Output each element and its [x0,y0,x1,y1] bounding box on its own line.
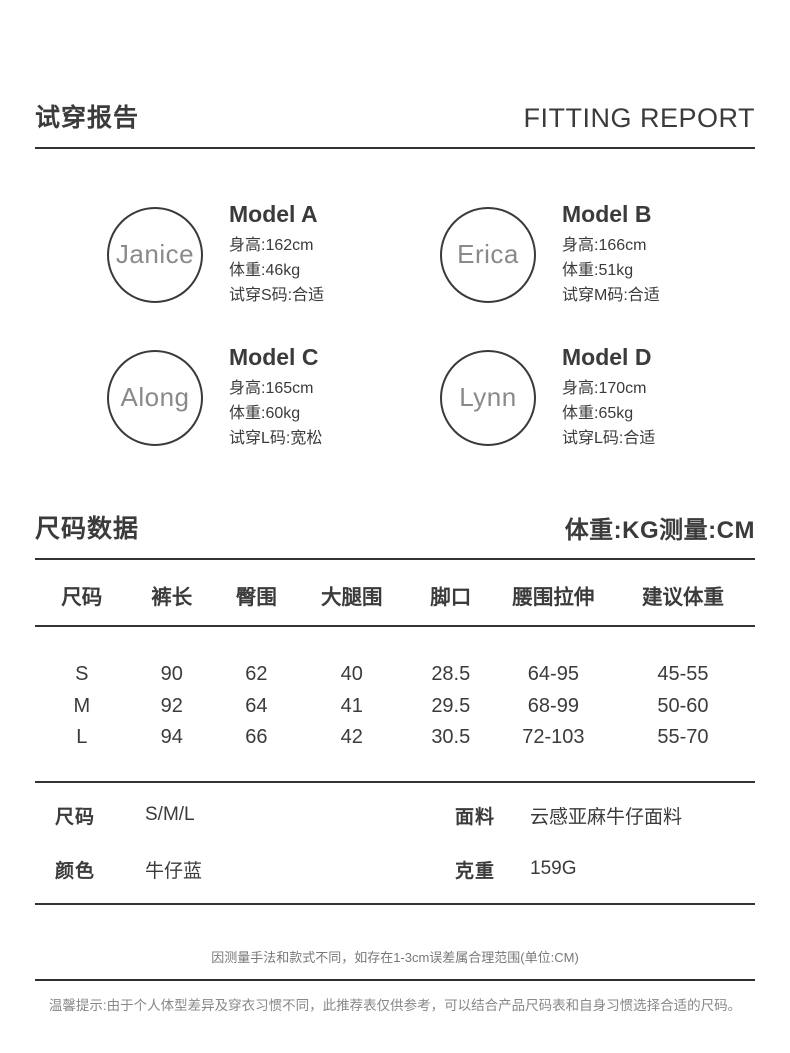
size-table-cell: 90 [160,663,183,685]
info-label-fabric: 面料 [455,806,496,828]
info-label-weight: 克重 [455,860,496,882]
info-value-weight: 159G [530,858,577,879]
model-card-a: Janice Model A 身高:162cm 体重:46kg 试穿S码:合适 [107,201,440,308]
info-label-color: 颜色 [55,860,96,882]
size-data-header: 尺码数据 体重:KG测量:CM [35,509,755,560]
size-table-cell: 64-95 [527,663,579,685]
model-title: Model C [229,344,319,370]
size-table-cell: 64 [245,694,268,717]
size-table-header-cell: 裤长 [151,586,193,609]
model-info: Model D 身高:170cm 体重:65kg 试穿L码:合适 [562,344,655,451]
report-title-en: FITTING REPORT [523,103,755,133]
size-table-header-cell: 大腿围 [321,586,383,609]
model-height: 身高:166cm [562,237,647,254]
model-card-c: Along Model C 身高:165cm 体重:60kg 试穿L码:宽松 [107,344,440,451]
size-table-cell: 41 [340,694,363,717]
model-height: 身高:170cm [562,380,647,397]
model-weight: 体重:51kg [562,262,634,279]
models-grid: Janice Model A 身高:162cm 体重:46kg 试穿S码:合适 … [107,201,755,451]
model-fit-result: 试穿S码:合适 [229,287,325,304]
size-table-cell: M [73,694,91,717]
model-info: Model A 身高:162cm 体重:46kg 试穿S码:合适 [229,201,324,308]
size-table-header-cell: 臀围 [235,586,277,609]
report-title-cn: 试穿报告 [35,104,140,132]
product-info-row: 尺码 S/M/L 面料 云感亚麻牛仔面料 [55,802,755,829]
size-table-cell: 62 [245,663,268,685]
model-title: Model B [562,201,652,227]
kind-reminder-note: 温馨提示:由于个人体型差异及穿衣习惯不同，此推荐表仅供参考，可以结合产品尺码表和… [48,997,742,1013]
report-header: 试穿报告 FITTING REPORT [35,0,755,149]
size-data-title: 尺码数据 [35,515,140,543]
model-height: 身高:165cm [229,380,314,397]
size-table-cell: 72-103 [522,726,585,748]
size-table-cell: 55-70 [657,726,709,748]
model-name: Lynn [459,382,517,412]
fitting-report-page: 试穿报告 FITTING REPORT Janice Model A 身高:16… [35,0,755,1013]
size-table-header-cell: 尺码 [61,586,103,609]
model-info: Model C 身高:165cm 体重:60kg 试穿L码:宽松 [229,344,322,451]
size-table-cell: 42 [340,726,363,748]
size-table-cell: 29.5 [431,694,471,717]
footnote-divider [35,978,755,981]
model-height: 身高:162cm [229,237,314,254]
model-weight: 体重:46kg [229,262,301,279]
size-table-cell: 66 [245,726,268,748]
size-table-cell: 40 [340,663,363,685]
model-fit-result: 试穿L码:合适 [562,430,656,447]
size-table-header-cell: 脚口 [430,586,472,609]
size-unit-note: 体重:KG测量:CM [564,517,755,544]
size-table-cell: 45-55 [657,663,709,685]
model-avatar-circle: Janice [107,206,203,303]
size-table-cell: S [75,663,89,685]
size-table-cell: 28.5 [431,663,471,685]
size-table-header-cell: 建议体重 [641,586,724,609]
size-table-cell: 30.5 [431,726,471,748]
model-weight: 体重:60kg [229,405,301,422]
model-name: Janice [115,239,195,269]
model-card-d: Lynn Model D 身高:170cm 体重:65kg 试穿L码:合适 [440,344,755,451]
model-fit-result: 试穿L码:宽松 [229,430,323,447]
info-value-fabric: 云感亚麻牛仔面料 [530,806,683,828]
model-avatar-circle: Erica [440,206,536,303]
size-table-row-s: S 90 62 40 28.5 64-95 45-55 [35,659,755,691]
model-name: Erica [457,239,519,269]
size-table-cell: 94 [160,726,183,748]
model-avatar-circle: Along [107,349,203,446]
size-table-header-row: 尺码 裤长 臀围 大腿围 脚口 腰围拉伸 建议体重 [35,580,755,627]
model-title: Model D [562,344,652,370]
info-value-size: S/M/L [145,804,195,825]
model-info: Model B 身高:166cm 体重:51kg 试穿M码:合适 [562,201,660,308]
size-table-cell: 92 [160,694,183,717]
measurement-tolerance-note: 因测量手法和款式不同，如存在1-3cm误差属合理范围(单位:CM) [211,949,579,965]
size-table-cell: L [76,726,88,748]
size-table-cell: 50-60 [657,694,709,717]
size-table-header-cell: 腰围拉伸 [512,586,595,609]
model-name: Along [120,382,190,412]
model-card-b: Erica Model B 身高:166cm 体重:51kg 试穿M码:合适 [440,201,755,308]
model-title: Model A [229,201,318,227]
size-table-row-l: L 94 66 42 30.5 72-103 55-70 [35,722,755,754]
product-info-section: 尺码 S/M/L 面料 云感亚麻牛仔面料 颜色 牛仔蓝 克重 159G [35,783,755,905]
info-label-size: 尺码 [55,806,96,828]
size-table-row-m: M 92 64 41 29.5 68-99 50-60 [35,691,755,723]
product-info-row: 颜色 牛仔蓝 克重 159G [55,856,755,883]
model-avatar-circle: Lynn [440,349,536,446]
model-weight: 体重:65kg [562,405,634,422]
model-fit-result: 试穿M码:合适 [562,287,660,304]
size-table-body: S 90 62 40 28.5 64-95 45-55 M 92 64 41 2… [35,627,755,783]
size-table-cell: 68-99 [527,694,579,717]
info-value-color: 牛仔蓝 [145,860,203,882]
